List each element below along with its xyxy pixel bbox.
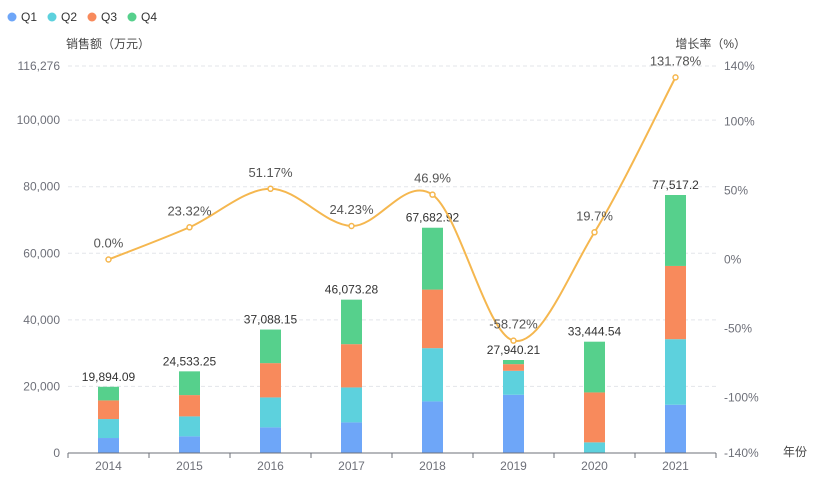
growth-rate-line [105,74,679,344]
bar-segment-q4 [503,360,524,365]
bar-segment-q2 [260,397,281,428]
growth-rate-point [672,74,679,81]
y-left-tick-label: 116,276 [18,59,61,73]
legend-marker-q1 [7,12,17,22]
bar-segment-q4 [179,371,200,396]
growth-rate-label: 131.78% [650,53,702,68]
legend-label-q2: Q2 [61,10,77,24]
bar-segment-q1 [260,427,281,453]
bar-segment-q2 [341,387,362,423]
bars [98,195,686,453]
bar-segment-q4 [341,299,362,345]
y-right-tick-label: 50% [724,183,748,197]
bar-segment-q3 [98,400,119,420]
bar-segment-q1 [503,394,524,453]
bar-total-labels: 19,894.09 24,533.25 37,088.15 46,073.28 67,6… [82,178,699,384]
bar-segment-q4 [665,195,686,266]
x-tick-label: 2016 [257,459,284,473]
y-right-tick-label: -50% [724,322,752,336]
growth-rate-point [591,229,598,236]
y-left-tick-label: 0 [53,446,60,460]
y-right-axis-title: 增长率（%） [675,36,746,51]
legend-label-q4: Q4 [141,10,157,24]
bar-segment-q3 [260,363,281,398]
bar-segment-q3 [341,344,362,388]
bar-total-label: 19,894.09 [82,370,136,384]
y-left-tick-label: 20,000 [23,379,60,393]
bar-segment-q1 [341,422,362,453]
bar-segment-q3 [422,289,443,349]
y-right-tick-label: 140% [724,59,755,73]
x-tick-label: 2020 [581,459,608,473]
y-right-tick-label: -100% [724,391,759,405]
y-right-tick-label: 0% [724,253,742,267]
growth-rate-label: 51.17% [248,165,293,180]
x-tick-label: 2019 [500,459,527,473]
grid-lines [68,65,716,387]
legend: Q1 Q2 Q3 Q4 [7,10,157,24]
bar-segment-q1 [422,401,443,453]
bar-total-label: 33,444.54 [568,325,622,339]
growth-rate-point [348,222,355,230]
y-left-ticks: 0 20,000 40,000 60,000 80,000 100,000 116,276 [17,59,61,460]
y-left-tick-label: 100,000 [17,113,61,127]
y-left-axis-title: 销售额（万元） [66,36,150,51]
bar-total-label: 46,073.28 [325,283,379,297]
bar-segment-q3 [584,392,605,443]
bar-segment-q3 [503,364,524,371]
x-axis: 2014 2015 2016 2017 2018 2019 2020 2021 [67,452,717,473]
bar-total-label: 77,517.2 [652,178,699,192]
y-right-ticks: -140% -100% -50% 0% 50% 100% 140% [724,59,759,460]
x-tick-label: 2014 [95,459,122,473]
growth-rate-label: 19.7% [576,208,613,223]
x-tick-label: 2017 [338,459,365,473]
bar-total-label: 37,088.15 [244,313,298,327]
bar-segment-q4 [260,329,281,364]
x-tick-label: 2018 [419,459,446,473]
bar-segment-q2 [179,416,200,437]
bar-segment-q3 [179,395,200,417]
bar-segment-q4 [98,386,119,401]
growth-rate-label: 0.0% [94,236,124,251]
x-tick-label: 2021 [662,459,689,473]
growth-rate-point [105,256,112,263]
legend-label-q1: Q1 [21,10,37,24]
y-left-tick-label: 80,000 [23,180,60,194]
growth-rate-labels: 0.0% 23.32% 51.17% 24.23% 46.9% -58.72% 19.7% 1… [94,53,702,331]
growth-rate-label: -58.72% [489,317,538,332]
legend-marker-q4 [127,12,137,22]
bar-segment-q2 [98,419,119,439]
bar-total-label: 24,533.25 [163,354,217,368]
x-axis-title: 年份 [783,445,807,459]
growth-rate-point [429,191,436,198]
bar-segment-q2 [665,339,686,405]
bar-segment-q2 [584,442,605,453]
bar-segment-q2 [422,348,443,402]
bar-segment-q3 [665,265,686,340]
bar-total-label: 67,682.92 [406,211,460,225]
y-left-tick-label: 60,000 [23,246,60,260]
y-left-tick-label: 40,000 [23,313,60,327]
growth-rate-label: 24.23% [329,202,374,217]
bar-segment-q2 [503,370,524,395]
growth-rate-point [186,224,193,231]
bar-segment-q1 [179,436,200,453]
x-tick-label: 2015 [176,459,203,473]
y-right-tick-label: 100% [724,114,755,128]
legend-marker-q3 [87,12,97,22]
bar-total-label: 27,940.21 [487,343,541,357]
y-right-tick-label: -140% [724,446,759,460]
growth-rate-point [510,337,517,344]
bar-segment-q1 [98,438,119,453]
bar-segment-q4 [422,227,443,290]
growth-rate-point [267,185,274,193]
bar-segment-q1 [665,404,686,453]
growth-rate-label: 46.9% [414,171,451,186]
growth-rate-label: 23.32% [167,203,212,218]
legend-marker-q2 [47,12,57,22]
bar-segment-q4 [584,341,605,393]
legend-label-q3: Q3 [101,10,117,24]
